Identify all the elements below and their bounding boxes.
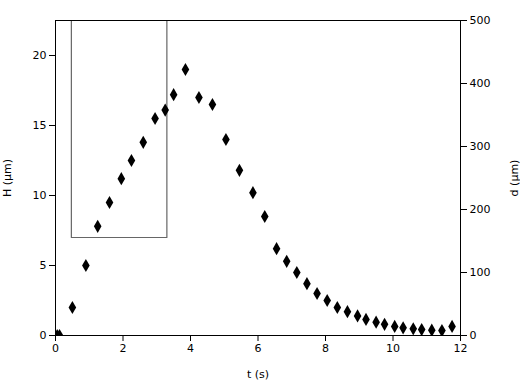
- svg-text:100: 100: [470, 266, 491, 279]
- svg-text:15: 15: [33, 119, 47, 132]
- svg-text:20: 20: [33, 49, 47, 62]
- svg-text:400: 400: [470, 77, 491, 90]
- svg-text:0: 0: [40, 329, 47, 342]
- svg-text:5: 5: [40, 259, 47, 272]
- svg-text:200: 200: [470, 203, 491, 216]
- svg-text:d (μm): d (μm): [508, 160, 520, 197]
- svg-text:4: 4: [187, 342, 194, 355]
- svg-text:6: 6: [255, 342, 262, 355]
- svg-text:8: 8: [322, 342, 329, 355]
- svg-text:500: 500: [470, 14, 491, 27]
- svg-text:0: 0: [470, 329, 477, 342]
- svg-text:0: 0: [52, 342, 59, 355]
- svg-text:12: 12: [454, 342, 468, 355]
- svg-text:10: 10: [386, 342, 400, 355]
- svg-text:t (s): t (s): [247, 368, 269, 380]
- svg-text:H (μm): H (μm): [1, 159, 14, 197]
- svg-text:10: 10: [33, 189, 47, 202]
- svg-text:300: 300: [470, 140, 491, 153]
- svg-text:2: 2: [120, 342, 127, 355]
